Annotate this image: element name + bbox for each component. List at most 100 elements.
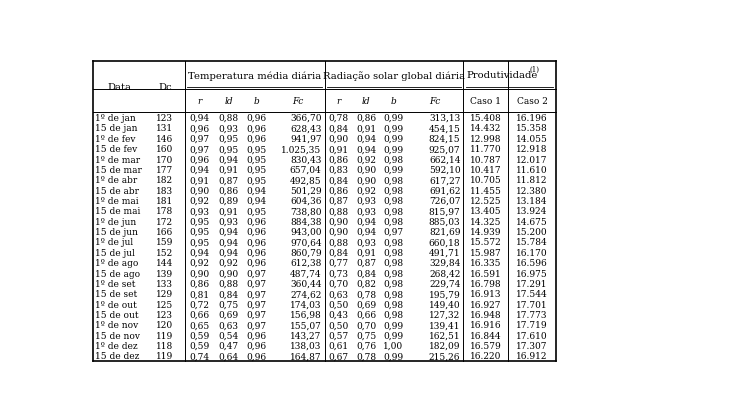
- Text: 313,13: 313,13: [429, 114, 460, 123]
- Text: 0,99: 0,99: [383, 331, 404, 340]
- Text: 133: 133: [157, 279, 173, 288]
- Text: 0,90: 0,90: [356, 166, 376, 175]
- Text: 0,95: 0,95: [247, 155, 267, 164]
- Text: 0,84: 0,84: [219, 290, 239, 299]
- Text: 16.913: 16.913: [470, 290, 501, 299]
- Text: 14.325: 14.325: [470, 217, 501, 226]
- Text: 0,87: 0,87: [219, 176, 239, 185]
- Text: 15 de ago: 15 de ago: [95, 269, 140, 278]
- Text: 0,95: 0,95: [219, 145, 239, 154]
- Text: 0,86: 0,86: [328, 155, 348, 164]
- Text: 0,95: 0,95: [247, 145, 267, 154]
- Text: 0,74: 0,74: [189, 351, 210, 361]
- Text: 152: 152: [157, 248, 174, 257]
- Text: 0,97: 0,97: [189, 135, 210, 143]
- Text: 0,61: 0,61: [328, 341, 348, 350]
- Text: 884,38: 884,38: [290, 217, 322, 226]
- Text: 1º de out: 1º de out: [95, 300, 137, 309]
- Text: 15.408: 15.408: [470, 114, 502, 123]
- Text: 0,63: 0,63: [219, 320, 239, 330]
- Text: 0,94: 0,94: [219, 228, 239, 237]
- Text: 1º de dez: 1º de dez: [95, 341, 137, 350]
- Text: 129: 129: [157, 290, 174, 299]
- Text: 501,29: 501,29: [290, 186, 322, 195]
- Text: 15 de out: 15 de out: [95, 310, 139, 319]
- Text: 0,94: 0,94: [189, 114, 210, 123]
- Text: 0,95: 0,95: [189, 228, 210, 237]
- Text: 15 de set: 15 de set: [95, 290, 137, 299]
- Text: 617,27: 617,27: [429, 176, 460, 185]
- Text: 16.916: 16.916: [470, 320, 501, 330]
- Text: 164,87: 164,87: [290, 351, 322, 361]
- Text: b: b: [254, 97, 260, 106]
- Text: 119: 119: [157, 351, 174, 361]
- Text: 17.544: 17.544: [516, 290, 548, 299]
- Text: r: r: [336, 97, 340, 106]
- Text: 0,50: 0,50: [328, 320, 348, 330]
- Text: 0,73: 0,73: [328, 269, 348, 278]
- Text: 0,98: 0,98: [383, 238, 404, 247]
- Text: 0,94: 0,94: [356, 217, 376, 226]
- Text: 14.432: 14.432: [470, 124, 501, 133]
- Text: 0,86: 0,86: [328, 186, 348, 195]
- Text: 13.924: 13.924: [516, 207, 548, 216]
- Text: 0,98: 0,98: [383, 155, 404, 164]
- Text: 628,43: 628,43: [290, 124, 322, 133]
- Text: 0,95: 0,95: [247, 166, 267, 175]
- Text: 0,96: 0,96: [247, 248, 267, 257]
- Text: 15 de mai: 15 de mai: [95, 207, 140, 216]
- Text: Dc: Dc: [158, 83, 172, 92]
- Text: 12.017: 12.017: [516, 155, 548, 164]
- Text: 0,98: 0,98: [383, 310, 404, 319]
- Text: 15 de jun: 15 de jun: [95, 228, 138, 237]
- Text: 0,98: 0,98: [383, 269, 404, 278]
- Text: 16.948: 16.948: [470, 310, 501, 319]
- Text: 0,90: 0,90: [189, 186, 210, 195]
- Text: 0,94: 0,94: [247, 197, 267, 206]
- Text: 0,86: 0,86: [189, 279, 210, 288]
- Text: 0,54: 0,54: [219, 331, 239, 340]
- Text: 14.939: 14.939: [470, 228, 501, 237]
- Text: 0,98: 0,98: [383, 279, 404, 288]
- Text: 0,88: 0,88: [219, 279, 239, 288]
- Text: 0,93: 0,93: [189, 207, 210, 216]
- Text: 0,86: 0,86: [356, 114, 376, 123]
- Text: 123: 123: [157, 114, 173, 123]
- Text: 0,90: 0,90: [219, 269, 239, 278]
- Text: 0,50: 0,50: [328, 300, 348, 309]
- Text: 0,91: 0,91: [328, 145, 348, 154]
- Text: 0,99: 0,99: [383, 114, 404, 123]
- Text: 15 de mar: 15 de mar: [95, 166, 142, 175]
- Text: 0,66: 0,66: [189, 310, 210, 319]
- Text: 195,79: 195,79: [429, 290, 460, 299]
- Text: 0,92: 0,92: [356, 186, 376, 195]
- Text: 160: 160: [157, 145, 174, 154]
- Text: 1º de jul: 1º de jul: [95, 238, 133, 247]
- Text: 360,44: 360,44: [290, 279, 322, 288]
- Text: 0,95: 0,95: [189, 238, 210, 247]
- Text: 274,62: 274,62: [290, 290, 322, 299]
- Text: 0,99: 0,99: [383, 166, 404, 175]
- Text: 0,67: 0,67: [328, 351, 348, 361]
- Text: 14.675: 14.675: [516, 217, 548, 226]
- Text: 170: 170: [157, 155, 174, 164]
- Text: 0,98: 0,98: [383, 207, 404, 216]
- Text: 159: 159: [156, 238, 174, 247]
- Text: 657,04: 657,04: [290, 166, 322, 175]
- Text: 0,91: 0,91: [356, 124, 376, 133]
- Text: 0,84: 0,84: [328, 248, 348, 257]
- Text: 0,66: 0,66: [356, 310, 376, 319]
- Text: 0,94: 0,94: [356, 228, 376, 237]
- Text: 0,96: 0,96: [247, 351, 267, 361]
- Text: 16.596: 16.596: [516, 259, 548, 268]
- Text: 0,96: 0,96: [247, 238, 267, 247]
- Text: 172: 172: [157, 217, 174, 226]
- Text: b: b: [390, 97, 396, 106]
- Text: 0,94: 0,94: [247, 186, 267, 195]
- Text: 0,64: 0,64: [219, 351, 239, 361]
- Text: 0,92: 0,92: [219, 259, 239, 268]
- Text: 824,15: 824,15: [429, 135, 460, 143]
- Text: 1.025,35: 1.025,35: [281, 145, 322, 154]
- Text: 0,96: 0,96: [247, 228, 267, 237]
- Text: 118: 118: [157, 341, 174, 350]
